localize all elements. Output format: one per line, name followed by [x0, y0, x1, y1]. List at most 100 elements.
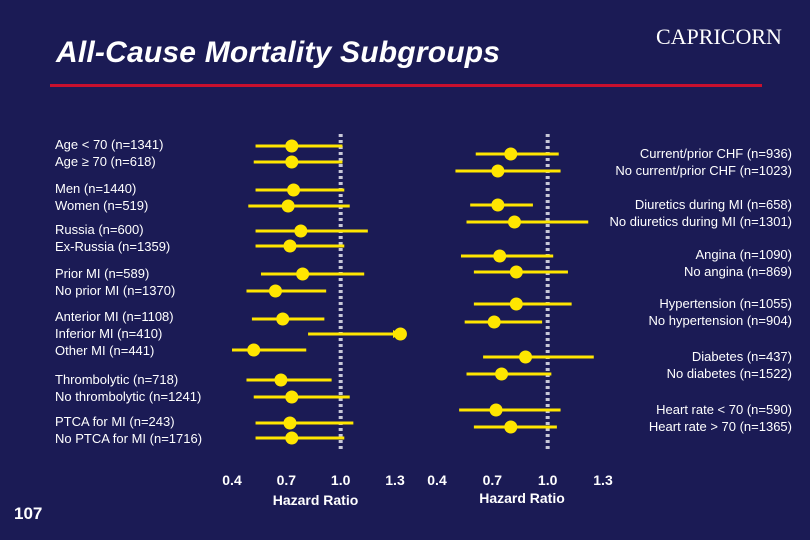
- subgroup-label-line: Hypertension (n=1055): [659, 296, 792, 311]
- estimate-row: [483, 350, 594, 364]
- estimate-row: [248, 199, 350, 213]
- subgroup-label-line: Current/prior CHF (n=936): [639, 145, 792, 161]
- subgroup-label-line: Heart rate < 70 (n=590): [656, 401, 792, 417]
- x-tick-label: 0.4: [222, 472, 242, 488]
- estimate-row: [255, 416, 354, 430]
- hazard-ratio-point: [489, 403, 503, 417]
- hazard-ratio-point: [393, 327, 407, 341]
- estimate-row: [246, 373, 332, 387]
- hazard-ratio-point: [285, 139, 299, 153]
- subgroup-label-line: Other MI (n=441): [55, 343, 155, 358]
- x-axis-title: Hazard Ratio: [479, 490, 565, 506]
- subgroup-label-line: No PTCA for MI (n=1716): [55, 430, 203, 446]
- estimate-row: [232, 343, 307, 357]
- hazard-ratio-point: [283, 239, 297, 253]
- subgroup-label: Angina (n=1090) No angina (n=869): [684, 246, 792, 280]
- subgroup-label: Age < 70 (n=1341) Age ≥ 70 (n=618): [55, 136, 163, 170]
- estimate-row: [475, 147, 559, 161]
- hazard-ratio-point: [509, 297, 523, 311]
- x-axis-title: Hazard Ratio: [272, 492, 359, 508]
- subgroup-label-line: No diabetes (n=1522): [666, 365, 792, 381]
- subgroup-label: Diabetes (n=437) No diabetes (n=1522): [667, 348, 792, 382]
- estimate-row: [251, 312, 325, 326]
- hazard-ratio-point: [493, 249, 507, 263]
- subgroup-label-line: No thrombolytic (n=1241): [55, 388, 202, 404]
- subgroup-label-line: Anterior MI (n=1108): [55, 309, 174, 324]
- estimate-row: [466, 367, 552, 381]
- subgroup-label-line: Diuretics during MI (n=658): [634, 196, 792, 212]
- trial-name: CAPRICORN: [656, 24, 782, 49]
- x-tick-label: 1.3: [593, 472, 613, 488]
- estimate-row: [473, 297, 572, 311]
- subgroup-label: Anterior MI (n=1108) Inferior MI (n=410) O…: [55, 308, 174, 359]
- hazard-ratio-point: [276, 312, 290, 326]
- hazard-ratio-point: [491, 198, 505, 212]
- subgroup-label: Diuretics during MI (n=658) No diuretics …: [610, 196, 792, 230]
- subgroup-label: Thrombolytic (n=718) No thrombolytic (n=1…: [55, 371, 201, 405]
- panel-1: [232, 134, 407, 452]
- estimate-row: [470, 198, 533, 212]
- subgroup-label: Russia (n=600) Ex-Russia (n=1359): [55, 221, 170, 255]
- estimate-row: [255, 139, 343, 153]
- estimate-row: [308, 327, 407, 341]
- estimate-row: [460, 249, 554, 263]
- subgroup-label-line: Inferior MI (n=410): [55, 326, 163, 341]
- estimate-row: [253, 155, 343, 169]
- estimate-row: [260, 267, 365, 281]
- subgroup-label: Prior MI (n=589) No prior MI (n=1370): [55, 265, 175, 299]
- hazard-ratio-point: [491, 164, 505, 178]
- subgroup-label-line: Prior MI (n=589): [55, 265, 150, 281]
- page-number: 107: [14, 504, 43, 523]
- panel-2: [455, 134, 594, 452]
- x-tick-label: 0.7: [276, 472, 297, 488]
- subgroup-label-line: Age ≥ 70 (n=618): [55, 154, 156, 169]
- hazard-ratio-point: [268, 284, 282, 298]
- subgroup-label-line: No diuretics during MI (n=1301): [609, 213, 792, 229]
- subgroup-label-line: No hypertension (n=904): [648, 313, 792, 328]
- estimate-row: [255, 239, 345, 253]
- hazard-ratio-point: [487, 315, 501, 329]
- estimate-row: [255, 183, 345, 197]
- hazard-ratio-point: [504, 420, 518, 434]
- estimate-row: [255, 224, 368, 238]
- hazard-ratio-point: [509, 265, 523, 279]
- subgroup-label-line: Angina (n=1090): [695, 247, 793, 262]
- subgroup-label: Heart rate < 70 (n=590) Heart rate > 70 (…: [649, 401, 792, 435]
- estimate-row: [466, 215, 589, 229]
- subgroup-label-line: PTCA for MI (n=243): [55, 413, 175, 429]
- hazard-ratio-point: [504, 147, 518, 161]
- subgroup-label-line: No current/prior CHF (n=1023): [615, 162, 792, 178]
- hazard-ratio-point: [296, 267, 310, 281]
- estimate-row: [473, 420, 557, 434]
- subgroup-label-line: Diabetes (n=437): [691, 348, 792, 364]
- hazard-ratio-point: [285, 390, 299, 404]
- subgroup-label-line: Ex-Russia (n=1359): [55, 238, 171, 254]
- hazard-ratio-point: [507, 215, 521, 229]
- x-tick-label: 1.0: [330, 472, 351, 488]
- estimate-row: [246, 284, 327, 298]
- estimate-row: [255, 431, 345, 445]
- hazard-ratio-point: [294, 224, 308, 238]
- estimate-row: [455, 164, 561, 178]
- hazard-ratio-point: [283, 416, 297, 430]
- subgroup-label-line: Age < 70 (n=1341): [55, 137, 164, 152]
- subgroup-label: Men (n=1440) Women (n=519): [55, 180, 148, 214]
- hazard-ratio-point: [495, 367, 509, 381]
- x-tick-label: 1.3: [385, 472, 405, 488]
- hazard-ratio-point: [281, 199, 295, 213]
- hazard-ratio-point: [519, 350, 533, 364]
- subgroup-label: Current/prior CHF (n=936) No current/prio…: [615, 145, 792, 179]
- slide-title: All-Cause Mortality Subgroups: [56, 36, 501, 69]
- subgroup-label-line: Men (n=1440): [55, 181, 137, 196]
- subgroup-label: Hypertension (n=1055) No hypertension (n=…: [649, 295, 792, 329]
- subgroup-label-line: Women (n=519): [55, 198, 149, 213]
- estimate-row: [459, 403, 561, 417]
- hazard-ratio-point: [285, 431, 299, 445]
- hazard-ratio-point: [287, 183, 301, 197]
- subgroup-label-line: No prior MI (n=1370): [55, 282, 176, 298]
- subgroup-label-line: Heart rate > 70 (n=1365): [648, 418, 792, 434]
- subgroup-label-line: No angina (n=869): [683, 264, 792, 279]
- subgroup-label-line: Thrombolytic (n=718): [55, 371, 179, 387]
- hazard-ratio-point: [274, 373, 288, 387]
